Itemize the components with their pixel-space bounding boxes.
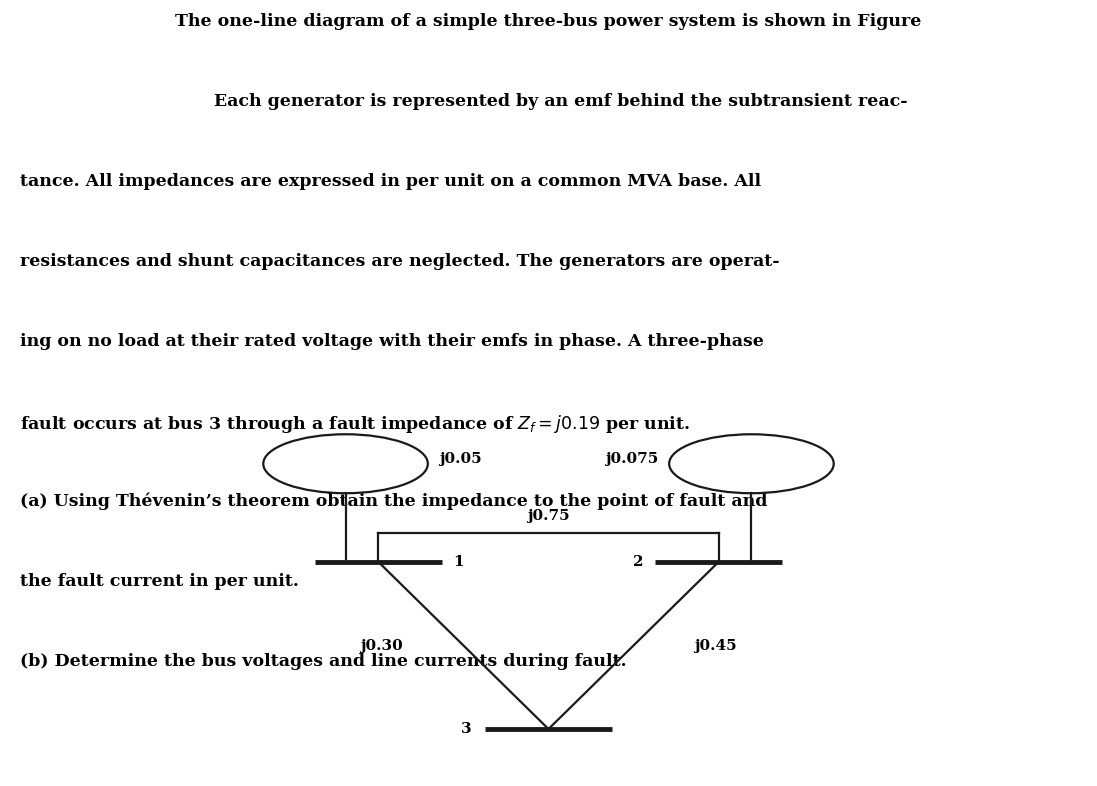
Text: j0.75: j0.75 bbox=[528, 509, 569, 523]
Text: (a) Using Thévenin’s theorem obtain the impedance to the point of fault and: (a) Using Thévenin’s theorem obtain the … bbox=[20, 493, 767, 510]
Text: fault occurs at bus 3 through a fault impedance of $Z_f = j0.19$ per unit.: fault occurs at bus 3 through a fault im… bbox=[20, 413, 690, 435]
Text: ing on no load at their rated voltage with their emfs in phase. A three-phase: ing on no load at their rated voltage wi… bbox=[20, 333, 764, 350]
Text: 2: 2 bbox=[633, 555, 644, 569]
Text: The one-line diagram of a simple three-bus power system is shown in Figure: The one-line diagram of a simple three-b… bbox=[176, 13, 921, 30]
Text: j0.45: j0.45 bbox=[694, 638, 737, 652]
Text: 1: 1 bbox=[453, 555, 464, 569]
Text: (b) Determine the bus voltages and line currents during fault.: (b) Determine the bus voltages and line … bbox=[20, 652, 626, 670]
Text: 3: 3 bbox=[461, 722, 472, 736]
Text: j0.075: j0.075 bbox=[604, 452, 658, 466]
Text: j0.30: j0.30 bbox=[360, 638, 403, 652]
Text: j0.05: j0.05 bbox=[439, 452, 482, 466]
Text: Each generator is represented by an emf behind the subtransient reac-: Each generator is represented by an emf … bbox=[190, 93, 907, 110]
Text: resistances and shunt capacitances are neglected. The generators are operat-: resistances and shunt capacitances are n… bbox=[20, 253, 779, 270]
Text: the fault current in per unit.: the fault current in per unit. bbox=[20, 573, 298, 590]
Text: tance. All impedances are expressed in per unit on a common MVA base. All: tance. All impedances are expressed in p… bbox=[20, 173, 761, 190]
